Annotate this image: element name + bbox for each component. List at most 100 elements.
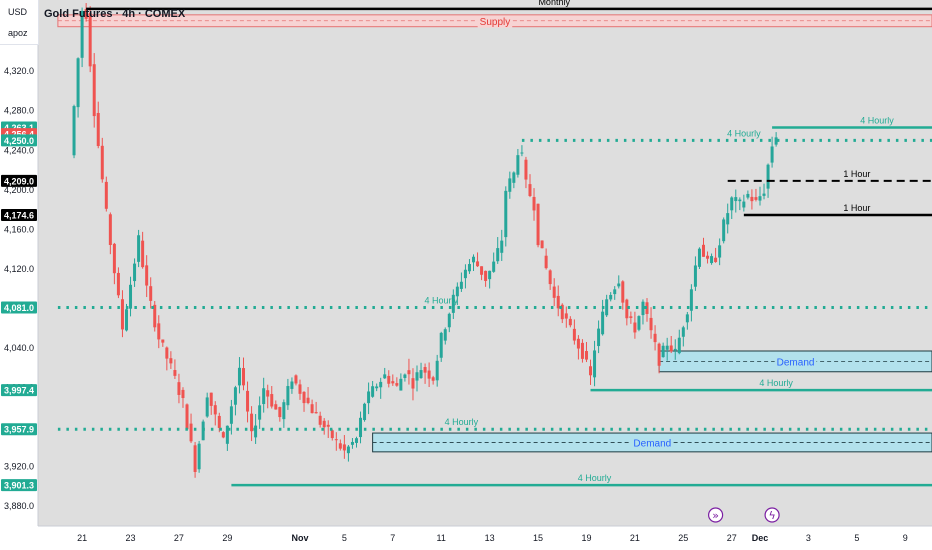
price-tick-label: 4,160.0 (4, 224, 34, 234)
candle-body (282, 402, 286, 420)
candle-body (193, 445, 197, 472)
candle-body (346, 446, 350, 454)
price-badge-label: 3,957.9 (4, 425, 34, 435)
candle-body (419, 370, 423, 379)
candle-body (338, 443, 342, 449)
candle-body (580, 342, 584, 359)
candle-body (463, 269, 467, 279)
candle-body (250, 413, 254, 432)
level-label: 4 Hourly (727, 128, 761, 138)
price-badge-label: 4,250.0 (4, 136, 34, 146)
price-badge-bg (1, 301, 37, 314)
candle-body (601, 311, 605, 335)
candle-body (685, 314, 689, 323)
price-badge: 3,957.9 (1, 423, 37, 436)
candle-body (302, 391, 306, 404)
candle-body (133, 263, 137, 282)
zone-label-bg (774, 357, 817, 369)
candle-body (540, 240, 544, 249)
candle-body (637, 316, 641, 330)
candle-body (403, 374, 407, 378)
candle-body (165, 347, 169, 359)
candle-body (411, 378, 415, 389)
event-icon-ring (707, 507, 724, 523)
candle-body (568, 318, 572, 326)
event-icon-ring (764, 507, 780, 523)
time-tick-label: 29 (222, 533, 232, 543)
price-badge-bg (1, 423, 37, 436)
candle-body (770, 146, 774, 163)
candle-body (246, 390, 250, 412)
demand-zone-label: Demand (633, 438, 671, 449)
candle-body (584, 351, 588, 360)
candle-body (181, 389, 185, 399)
fast-forward-icon[interactable]: » (707, 507, 724, 523)
candle-body (548, 270, 552, 285)
price-badge-bg (1, 384, 37, 397)
time-tick-label: 9 (903, 533, 908, 543)
candle-body (124, 309, 128, 331)
symbol-badge[interactable]: USD apoz (0, 0, 39, 45)
candle-body (197, 443, 201, 470)
candle-body (492, 261, 496, 272)
candle-body (108, 214, 112, 245)
lightning-icon[interactable]: ϟ (764, 507, 780, 523)
price-scale[interactable] (0, 0, 38, 550)
candle-body (189, 423, 193, 442)
candle-body (766, 164, 770, 189)
candle-body (221, 432, 225, 438)
candle-body (371, 386, 375, 397)
candle-body (455, 286, 459, 297)
price-badge-label: 4,263.1 (4, 123, 34, 133)
time-tick-label: 21 (630, 533, 640, 543)
candle-body (379, 381, 383, 388)
candle-body (706, 255, 710, 259)
candle-body (375, 386, 379, 389)
candle-body (605, 299, 609, 316)
price-badge-bg (1, 174, 37, 187)
price-badge-bg (1, 479, 37, 492)
candle-body (72, 106, 76, 156)
level-label: 1 Hour (843, 203, 870, 213)
candles[interactable] (72, 3, 778, 478)
candle-body (722, 219, 726, 242)
candle-body (524, 159, 528, 180)
candle-body (665, 345, 669, 350)
candle-body (262, 388, 266, 405)
time-tick-label: Dec (752, 533, 769, 543)
candle-body (556, 295, 560, 309)
candle-body (774, 137, 778, 145)
candle-body (552, 286, 556, 298)
candle-body (701, 244, 705, 257)
candle-body (750, 196, 754, 202)
price-tick-label: 4,040.0 (4, 343, 34, 353)
price-tick-label: 4,280.0 (4, 106, 34, 116)
price-tick-label: 4,320.0 (4, 66, 34, 76)
candle-body (104, 181, 108, 209)
candle-body (597, 328, 601, 347)
time-scale[interactable] (0, 526, 932, 550)
candle-body (387, 375, 391, 384)
candle-body (92, 64, 96, 117)
candle-body (266, 390, 270, 397)
candle-body (318, 415, 322, 425)
candle-body (149, 286, 153, 301)
candle-body (286, 386, 290, 406)
level-label: 1 Hour (843, 169, 870, 179)
candle-body (112, 243, 116, 274)
candle-body (169, 358, 173, 364)
candle-body (758, 196, 762, 201)
candle-body (217, 415, 221, 428)
candle-body (617, 283, 621, 287)
symbol-legend: Gold Futures · 4h · COMEX (44, 8, 186, 20)
candle-body (488, 270, 492, 280)
price-badge: 4,209.0 (1, 174, 37, 187)
candle-body (633, 322, 637, 333)
candle-body (290, 381, 294, 389)
candle-body (710, 256, 714, 264)
candle-body (157, 323, 161, 340)
time-tick-label: 23 (126, 533, 136, 543)
candle-body (270, 394, 274, 407)
candle-body (254, 425, 258, 438)
